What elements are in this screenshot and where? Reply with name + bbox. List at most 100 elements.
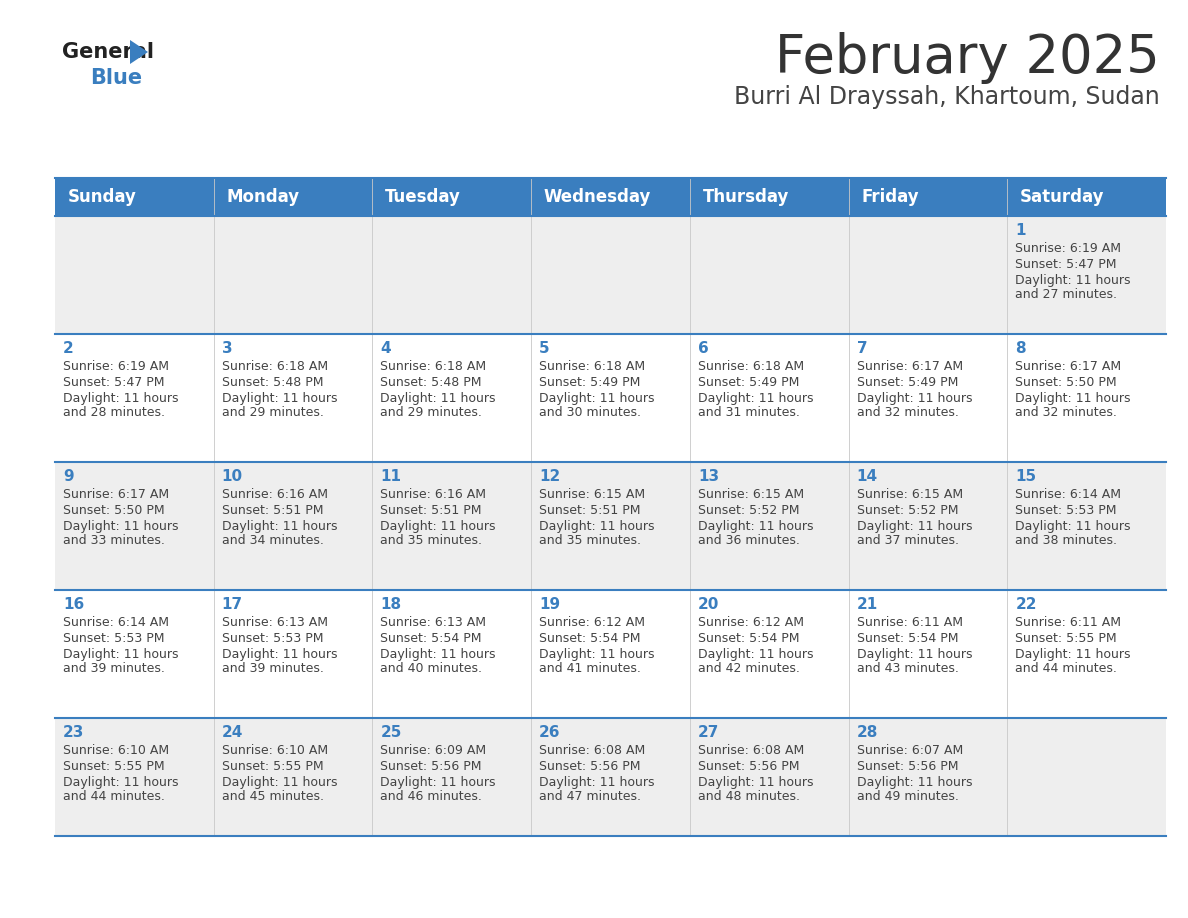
Text: Sunset: 5:51 PM: Sunset: 5:51 PM: [222, 504, 323, 517]
Text: Sunset: 5:49 PM: Sunset: 5:49 PM: [539, 376, 640, 389]
Text: Sunrise: 6:10 AM: Sunrise: 6:10 AM: [63, 744, 169, 757]
Text: Sunset: 5:54 PM: Sunset: 5:54 PM: [857, 632, 958, 645]
Text: and 29 minutes.: and 29 minutes.: [222, 406, 323, 419]
Text: Daylight: 11 hours: Daylight: 11 hours: [380, 520, 495, 533]
Bar: [55, 334, 1165, 462]
Text: Daylight: 11 hours: Daylight: 11 hours: [857, 648, 972, 661]
Text: Friday: Friday: [861, 188, 918, 206]
Text: Daylight: 11 hours: Daylight: 11 hours: [539, 392, 655, 405]
Text: and 40 minutes.: and 40 minutes.: [380, 662, 482, 675]
Text: Daylight: 11 hours: Daylight: 11 hours: [1016, 274, 1131, 287]
Text: and 35 minutes.: and 35 minutes.: [539, 534, 642, 547]
Text: 10: 10: [222, 469, 242, 484]
Text: Daylight: 11 hours: Daylight: 11 hours: [222, 520, 337, 533]
Text: 17: 17: [222, 597, 242, 612]
Text: Thursday: Thursday: [702, 188, 789, 206]
Text: 15: 15: [1016, 469, 1036, 484]
Text: and 27 minutes.: and 27 minutes.: [1016, 288, 1117, 301]
Polygon shape: [129, 40, 148, 64]
Text: and 49 minutes.: and 49 minutes.: [857, 790, 959, 803]
Text: Sunset: 5:52 PM: Sunset: 5:52 PM: [857, 504, 958, 517]
Text: Sunset: 5:53 PM: Sunset: 5:53 PM: [63, 632, 164, 645]
Text: and 47 minutes.: and 47 minutes.: [539, 790, 642, 803]
Text: 25: 25: [380, 725, 402, 740]
Text: Sunrise: 6:11 AM: Sunrise: 6:11 AM: [857, 616, 962, 629]
Text: Daylight: 11 hours: Daylight: 11 hours: [63, 520, 178, 533]
Text: Sunrise: 6:08 AM: Sunrise: 6:08 AM: [697, 744, 804, 757]
Text: and 31 minutes.: and 31 minutes.: [697, 406, 800, 419]
Text: Sunrise: 6:18 AM: Sunrise: 6:18 AM: [697, 360, 804, 373]
Text: Daylight: 11 hours: Daylight: 11 hours: [222, 392, 337, 405]
Text: 16: 16: [63, 597, 84, 612]
Text: Sunrise: 6:18 AM: Sunrise: 6:18 AM: [380, 360, 487, 373]
Text: 26: 26: [539, 725, 561, 740]
Text: 8: 8: [1016, 341, 1026, 356]
Text: Wednesday: Wednesday: [544, 188, 651, 206]
Text: and 39 minutes.: and 39 minutes.: [63, 662, 165, 675]
Text: Daylight: 11 hours: Daylight: 11 hours: [1016, 392, 1131, 405]
Text: Daylight: 11 hours: Daylight: 11 hours: [857, 392, 972, 405]
Text: Tuesday: Tuesday: [385, 188, 461, 206]
Text: 2: 2: [63, 341, 74, 356]
Text: and 44 minutes.: and 44 minutes.: [63, 790, 165, 803]
Text: and 42 minutes.: and 42 minutes.: [697, 662, 800, 675]
Text: 12: 12: [539, 469, 561, 484]
Text: 19: 19: [539, 597, 561, 612]
Text: Sunset: 5:53 PM: Sunset: 5:53 PM: [1016, 504, 1117, 517]
Text: Sunset: 5:54 PM: Sunset: 5:54 PM: [697, 632, 800, 645]
Text: Sunrise: 6:08 AM: Sunrise: 6:08 AM: [539, 744, 645, 757]
Text: Sunset: 5:54 PM: Sunset: 5:54 PM: [539, 632, 640, 645]
Text: 3: 3: [222, 341, 233, 356]
Text: 11: 11: [380, 469, 402, 484]
Text: Daylight: 11 hours: Daylight: 11 hours: [1016, 648, 1131, 661]
Text: Daylight: 11 hours: Daylight: 11 hours: [1016, 520, 1131, 533]
Text: Sunrise: 6:19 AM: Sunrise: 6:19 AM: [1016, 242, 1121, 255]
Text: 27: 27: [697, 725, 719, 740]
Text: Daylight: 11 hours: Daylight: 11 hours: [539, 648, 655, 661]
Text: Sunset: 5:47 PM: Sunset: 5:47 PM: [1016, 258, 1117, 271]
Text: Blue: Blue: [90, 68, 143, 88]
Text: Daylight: 11 hours: Daylight: 11 hours: [380, 648, 495, 661]
Text: Sunset: 5:48 PM: Sunset: 5:48 PM: [380, 376, 482, 389]
Text: and 37 minutes.: and 37 minutes.: [857, 534, 959, 547]
Text: Burri Al Drayssah, Khartoum, Sudan: Burri Al Drayssah, Khartoum, Sudan: [734, 85, 1159, 109]
Text: Saturday: Saturday: [1020, 188, 1105, 206]
Text: Sunset: 5:47 PM: Sunset: 5:47 PM: [63, 376, 164, 389]
Text: Sunrise: 6:18 AM: Sunrise: 6:18 AM: [222, 360, 328, 373]
Text: 21: 21: [857, 597, 878, 612]
Text: Sunset: 5:50 PM: Sunset: 5:50 PM: [1016, 376, 1117, 389]
Text: 13: 13: [697, 469, 719, 484]
Text: Sunrise: 6:09 AM: Sunrise: 6:09 AM: [380, 744, 487, 757]
Text: Daylight: 11 hours: Daylight: 11 hours: [222, 648, 337, 661]
Text: 4: 4: [380, 341, 391, 356]
Text: Sunset: 5:54 PM: Sunset: 5:54 PM: [380, 632, 482, 645]
Text: Sunrise: 6:15 AM: Sunrise: 6:15 AM: [539, 488, 645, 501]
Text: Sunset: 5:56 PM: Sunset: 5:56 PM: [857, 760, 958, 773]
Text: and 33 minutes.: and 33 minutes.: [63, 534, 165, 547]
Text: and 34 minutes.: and 34 minutes.: [222, 534, 323, 547]
Text: Sunrise: 6:17 AM: Sunrise: 6:17 AM: [1016, 360, 1121, 373]
Text: 6: 6: [697, 341, 708, 356]
Text: Sunset: 5:48 PM: Sunset: 5:48 PM: [222, 376, 323, 389]
Text: Sunset: 5:49 PM: Sunset: 5:49 PM: [697, 376, 800, 389]
Text: February 2025: February 2025: [776, 32, 1159, 84]
Text: 22: 22: [1016, 597, 1037, 612]
Text: Sunset: 5:55 PM: Sunset: 5:55 PM: [222, 760, 323, 773]
Text: and 39 minutes.: and 39 minutes.: [222, 662, 323, 675]
Text: Daylight: 11 hours: Daylight: 11 hours: [697, 776, 814, 789]
Text: Sunrise: 6:14 AM: Sunrise: 6:14 AM: [63, 616, 169, 629]
Text: Sunrise: 6:19 AM: Sunrise: 6:19 AM: [63, 360, 169, 373]
Text: Sunrise: 6:17 AM: Sunrise: 6:17 AM: [857, 360, 962, 373]
Text: Daylight: 11 hours: Daylight: 11 hours: [697, 392, 814, 405]
Text: Daylight: 11 hours: Daylight: 11 hours: [380, 392, 495, 405]
Text: Sunset: 5:56 PM: Sunset: 5:56 PM: [539, 760, 640, 773]
Text: Sunset: 5:55 PM: Sunset: 5:55 PM: [1016, 632, 1117, 645]
Text: Daylight: 11 hours: Daylight: 11 hours: [63, 392, 178, 405]
Text: Sunrise: 6:12 AM: Sunrise: 6:12 AM: [539, 616, 645, 629]
Text: and 29 minutes.: and 29 minutes.: [380, 406, 482, 419]
Text: Sunset: 5:51 PM: Sunset: 5:51 PM: [380, 504, 482, 517]
Text: Sunrise: 6:13 AM: Sunrise: 6:13 AM: [380, 616, 486, 629]
Text: Daylight: 11 hours: Daylight: 11 hours: [63, 776, 178, 789]
Bar: [55, 462, 1165, 590]
Text: and 36 minutes.: and 36 minutes.: [697, 534, 800, 547]
